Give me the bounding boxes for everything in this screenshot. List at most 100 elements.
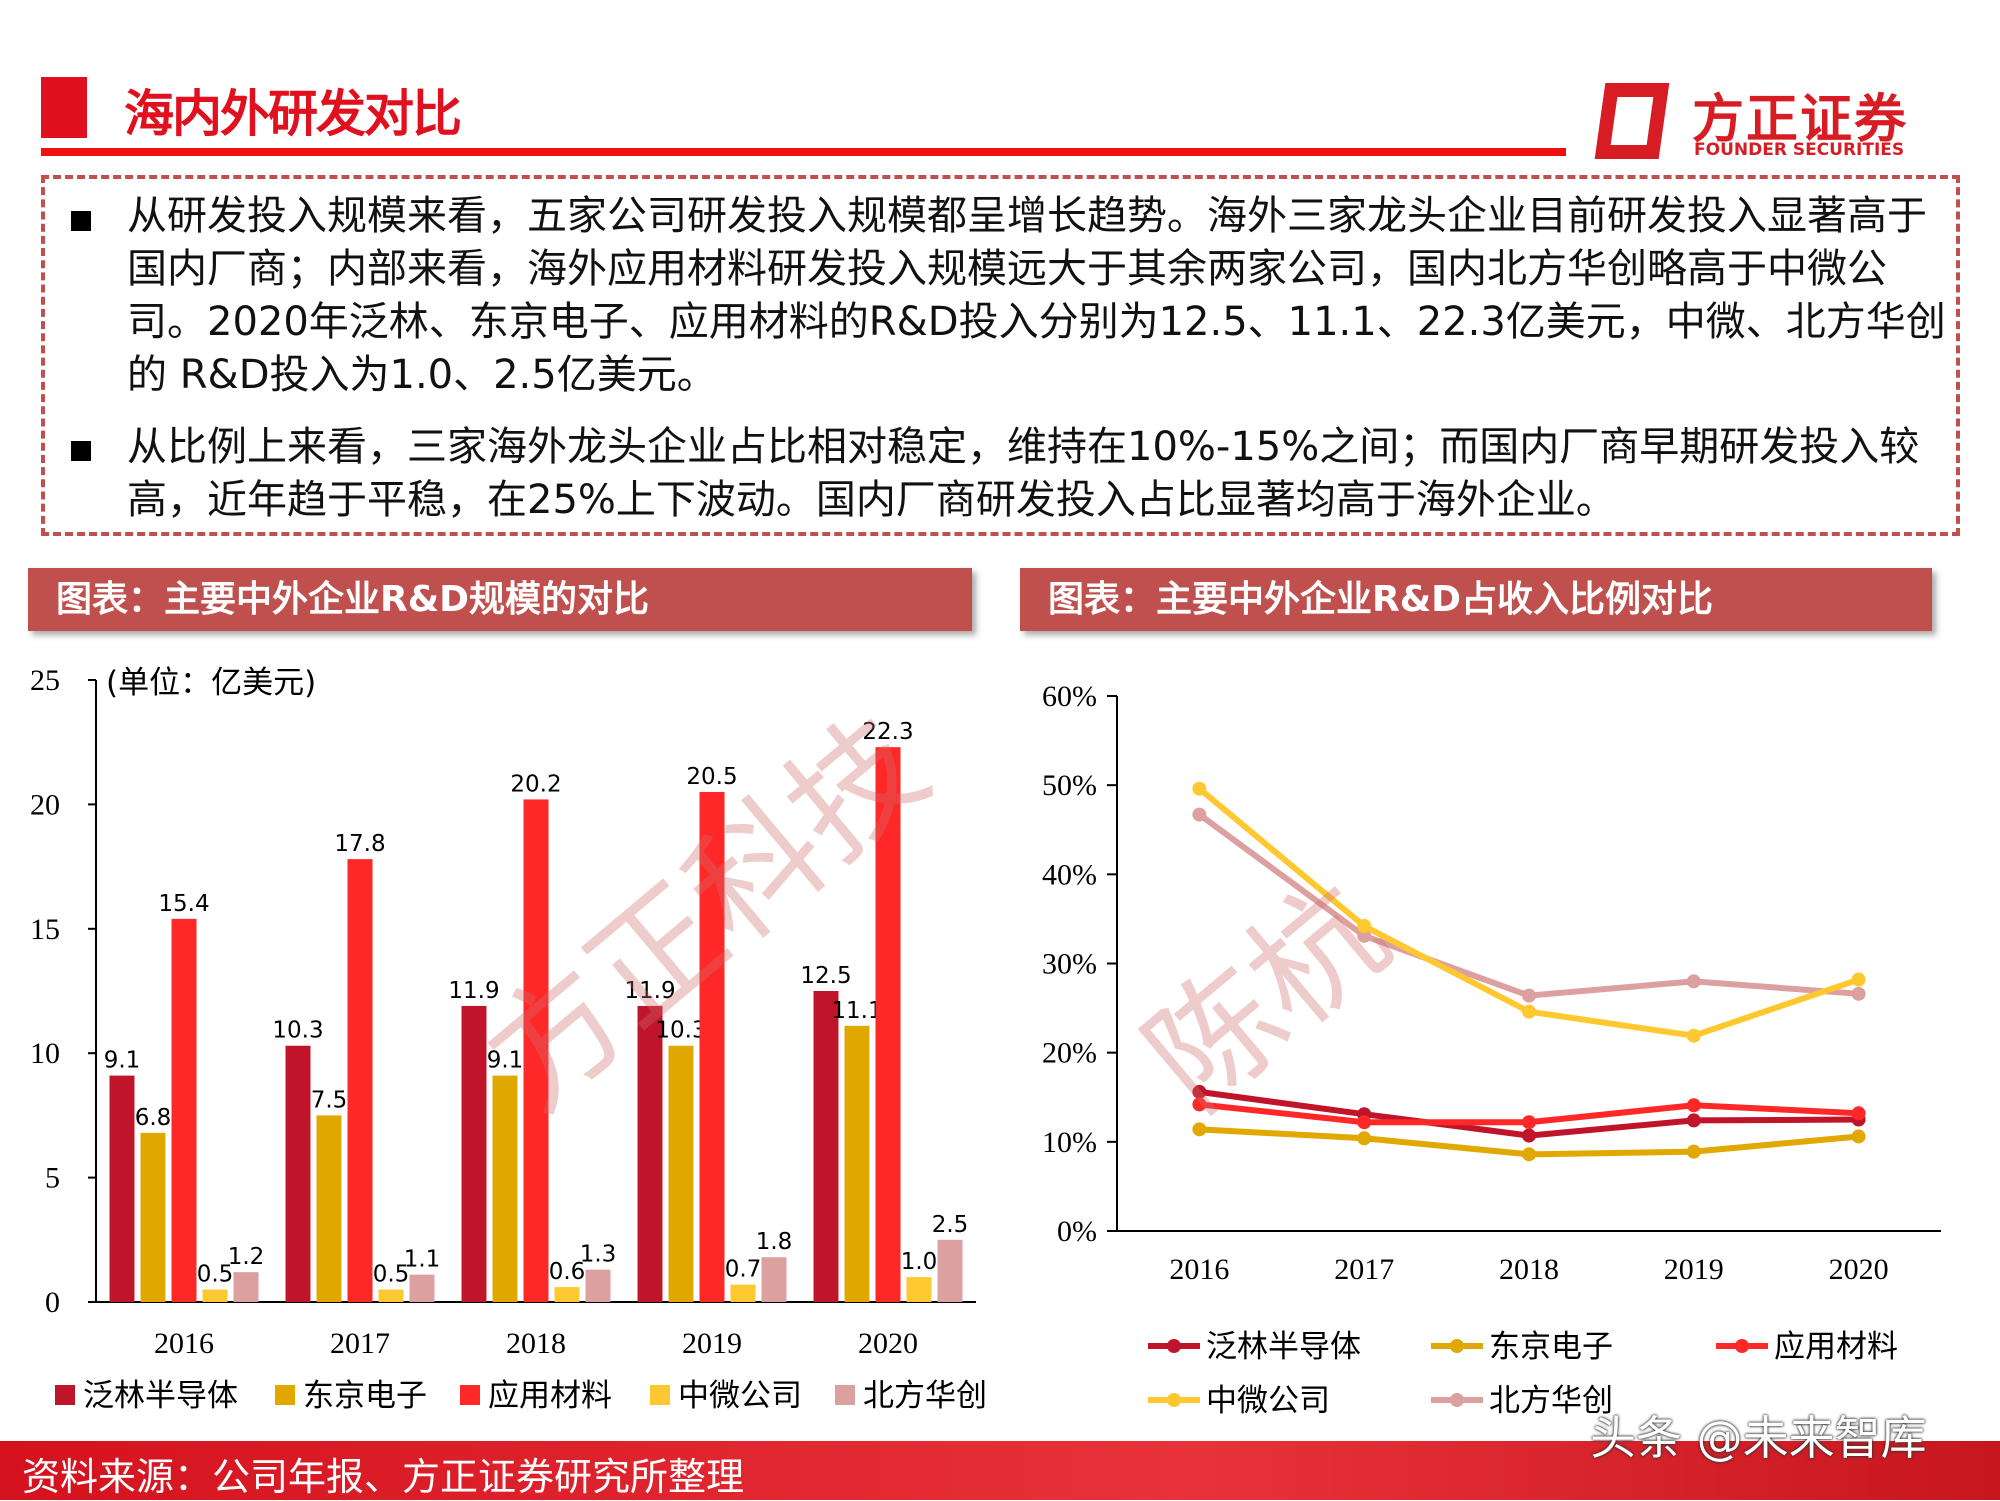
legend-marker bbox=[1167, 1393, 1181, 1407]
legend-label: 应用材料 bbox=[488, 1378, 612, 1414]
data-point bbox=[1686, 1028, 1701, 1043]
data-label: 0.5 bbox=[373, 1262, 410, 1288]
y-tick-label: 25 bbox=[30, 664, 60, 697]
bar bbox=[109, 1075, 135, 1302]
title-marker bbox=[41, 77, 87, 138]
data-point bbox=[1686, 1144, 1701, 1159]
data-point bbox=[1522, 988, 1536, 1003]
data-label: 1.8 bbox=[756, 1229, 793, 1255]
x-tick-label: 2018 bbox=[506, 1327, 566, 1360]
data-label: 10.3 bbox=[655, 1018, 706, 1044]
y-tick-label: 30% bbox=[1042, 948, 1097, 981]
data-label: 15.4 bbox=[158, 891, 209, 917]
title-rule bbox=[41, 148, 1566, 156]
line-chart: 0% 10% 20% 30% 40% 50% 60% 2016 2017 2018 2019 2020… bbox=[1042, 680, 1941, 1419]
data-label: 11.9 bbox=[624, 978, 675, 1004]
data-label: 10.3 bbox=[272, 1018, 323, 1044]
data-point bbox=[1522, 1128, 1536, 1143]
logo-cn: 方正证券 bbox=[1692, 90, 1909, 150]
x-tick-label: 2020 bbox=[858, 1327, 918, 1360]
data-point bbox=[1192, 781, 1207, 796]
data-label: 0.7 bbox=[725, 1257, 762, 1283]
data-point bbox=[1686, 1113, 1701, 1128]
legend-marker bbox=[1450, 1339, 1464, 1353]
legend-swatch bbox=[275, 1385, 295, 1405]
y-tick-label: 10 bbox=[30, 1037, 60, 1070]
bar bbox=[937, 1239, 963, 1302]
bar bbox=[285, 1045, 311, 1302]
toutiao-watermark: 头条 @未来智库 bbox=[1590, 1411, 1927, 1465]
data-point bbox=[1851, 972, 1866, 987]
data-label: 12.5 bbox=[800, 963, 851, 989]
bar bbox=[461, 1005, 487, 1302]
legend-label: 泛林半导体 bbox=[1206, 1329, 1361, 1365]
x-tick-label: 2016 bbox=[1169, 1253, 1229, 1286]
legend-marker bbox=[1735, 1339, 1749, 1353]
line-chart-header: 图表：主要中外企业R&D占收入比例对比 bbox=[1020, 568, 1932, 631]
data-point bbox=[1686, 974, 1701, 989]
page-title: 海内外研发对比 bbox=[124, 85, 462, 143]
legend-label: 北方华创 bbox=[863, 1378, 987, 1414]
footer-band bbox=[0, 1441, 2000, 1500]
bar bbox=[813, 991, 839, 1302]
data-point bbox=[1686, 1098, 1701, 1113]
data-point bbox=[1192, 807, 1207, 822]
bullet-icon bbox=[71, 441, 91, 461]
data-label: 1.2 bbox=[228, 1244, 265, 1270]
data-label: 7.5 bbox=[311, 1087, 348, 1113]
bar bbox=[761, 1257, 787, 1302]
data-point bbox=[1357, 919, 1372, 934]
data-point bbox=[1522, 1115, 1536, 1130]
y-tick-label: 0% bbox=[1057, 1215, 1097, 1248]
legend-label: 东京电子 bbox=[303, 1378, 427, 1414]
bar bbox=[730, 1284, 756, 1302]
bar bbox=[233, 1272, 259, 1302]
x-tick-label: 2020 bbox=[1829, 1253, 1889, 1286]
data-point bbox=[1192, 1097, 1207, 1112]
data-label: 0.6 bbox=[549, 1259, 586, 1285]
legend-swatch bbox=[460, 1385, 480, 1405]
bar bbox=[523, 799, 549, 1302]
y-tick-label: 50% bbox=[1042, 769, 1097, 802]
legend-label: 泛林半导体 bbox=[83, 1378, 238, 1414]
logo-mark-icon bbox=[1594, 83, 1670, 159]
data-point bbox=[1192, 1122, 1207, 1137]
y-tick-label: 0 bbox=[45, 1286, 60, 1319]
legend-label: 北方华创 bbox=[1489, 1383, 1613, 1419]
bar bbox=[492, 1075, 518, 1302]
bar bbox=[554, 1287, 580, 1302]
x-tick-label: 2017 bbox=[330, 1327, 390, 1360]
data-label: 11.1 bbox=[831, 998, 882, 1024]
data-label: 9.1 bbox=[104, 1048, 141, 1074]
bar bbox=[637, 1005, 663, 1302]
y-tick-label: 60% bbox=[1042, 680, 1097, 713]
data-point bbox=[1851, 986, 1866, 1001]
x-tick-label: 2019 bbox=[1664, 1253, 1724, 1286]
data-point bbox=[1522, 1004, 1536, 1019]
logo-en: FOUNDER SECURITIES bbox=[1694, 140, 1905, 160]
data-label: 20.2 bbox=[510, 771, 561, 797]
bar-chart-header: 图表：主要中外企业R&D规模的对比 bbox=[28, 568, 972, 631]
bar bbox=[409, 1274, 435, 1302]
data-point bbox=[1357, 928, 1372, 943]
bar bbox=[316, 1115, 342, 1302]
bullet-icon bbox=[71, 211, 91, 231]
bar bbox=[699, 791, 725, 1302]
data-point bbox=[1357, 1115, 1372, 1130]
data-point bbox=[1851, 1106, 1866, 1121]
data-label: 2.5 bbox=[932, 1212, 969, 1238]
summary-paragraph: 从比例上来看，三家海外龙头企业占比相对稳定，维持在10%-15%之间；而国内厂商… bbox=[127, 424, 1920, 523]
legend-swatch bbox=[650, 1385, 670, 1405]
founder-logo: 方正证券 FOUNDER SECURITIES bbox=[1594, 77, 1930, 167]
y-tick-label: 40% bbox=[1042, 858, 1097, 891]
data-label: 9.1 bbox=[487, 1048, 524, 1074]
data-point bbox=[1357, 1131, 1372, 1146]
data-label: 0.5 bbox=[197, 1262, 234, 1288]
legend-swatch bbox=[835, 1385, 855, 1405]
legend-label: 中微公司 bbox=[678, 1378, 802, 1414]
x-tick-label: 2019 bbox=[682, 1327, 742, 1360]
legend-label: 东京电子 bbox=[1489, 1329, 1613, 1365]
data-point bbox=[1851, 1129, 1866, 1144]
bar bbox=[585, 1269, 611, 1302]
legend-swatch bbox=[55, 1385, 75, 1405]
